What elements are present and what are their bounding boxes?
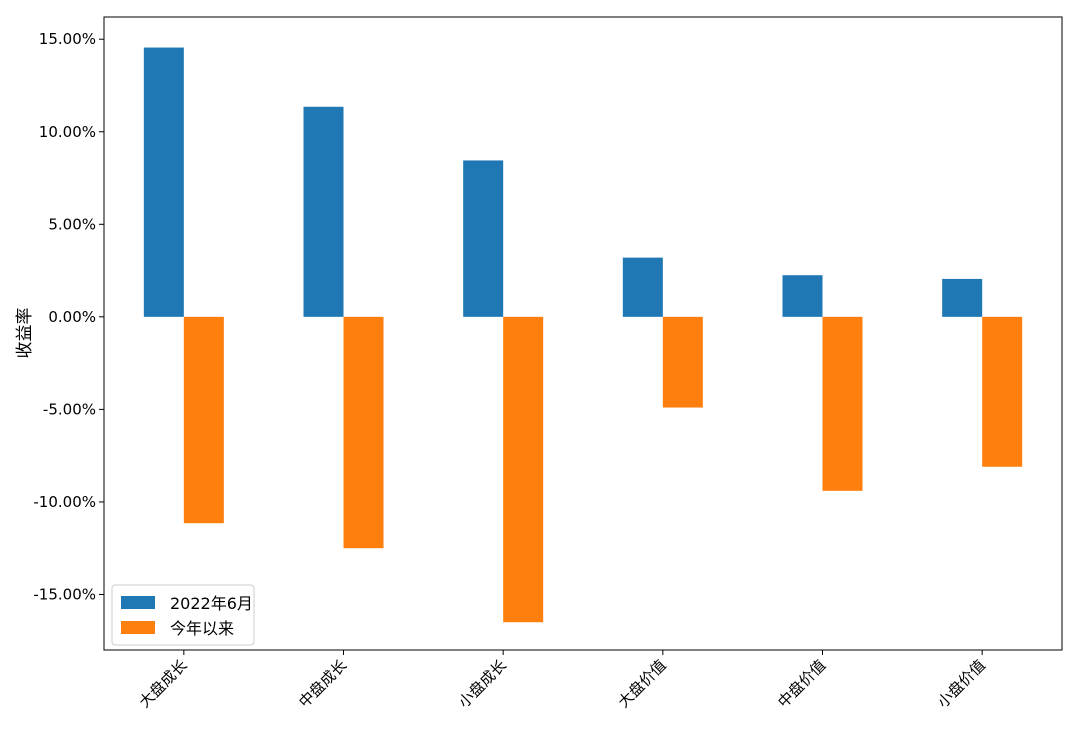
bar-ytd-0 xyxy=(183,316,224,524)
y-tick-label: 10.00% xyxy=(39,123,96,141)
y-axis-title: 收益率 xyxy=(15,308,35,359)
y-tick-label: -15.00% xyxy=(33,585,96,603)
bar-ytd-3 xyxy=(662,316,703,408)
bar-june-1 xyxy=(303,106,344,317)
y-tick-label: 15.00% xyxy=(39,30,96,48)
legend-label-2022-june: 2022年6月 xyxy=(170,594,253,613)
legend-label-ytd: 今年以来 xyxy=(170,619,234,638)
y-axis: 15.00% 10.00% 5.00% 0.00% -5.00% -10.00% -15.0… xyxy=(33,30,104,603)
bar-ytd-5 xyxy=(982,316,1023,467)
legend-swatch-2022-june xyxy=(121,596,155,609)
bar-ytd-1 xyxy=(343,316,384,549)
y-tick-label: 0.00% xyxy=(48,308,96,326)
plot-frame xyxy=(103,16,1063,651)
bar-june-5 xyxy=(942,278,983,317)
y-tick-label: -5.00% xyxy=(43,400,96,418)
bar-june-3 xyxy=(622,257,663,317)
bar-june-4 xyxy=(782,275,823,317)
legend-swatch-ytd xyxy=(121,621,155,634)
bar-june-2 xyxy=(463,160,504,317)
bar-ytd-4 xyxy=(822,316,863,491)
y-tick-label: -10.00% xyxy=(33,493,96,511)
bars-layer xyxy=(143,47,1023,623)
bar-june-0 xyxy=(143,47,184,317)
legend: 2022年6月 今年以来 xyxy=(111,584,255,646)
bar-ytd-2 xyxy=(503,316,544,623)
y-tick-label: 5.00% xyxy=(48,215,96,233)
